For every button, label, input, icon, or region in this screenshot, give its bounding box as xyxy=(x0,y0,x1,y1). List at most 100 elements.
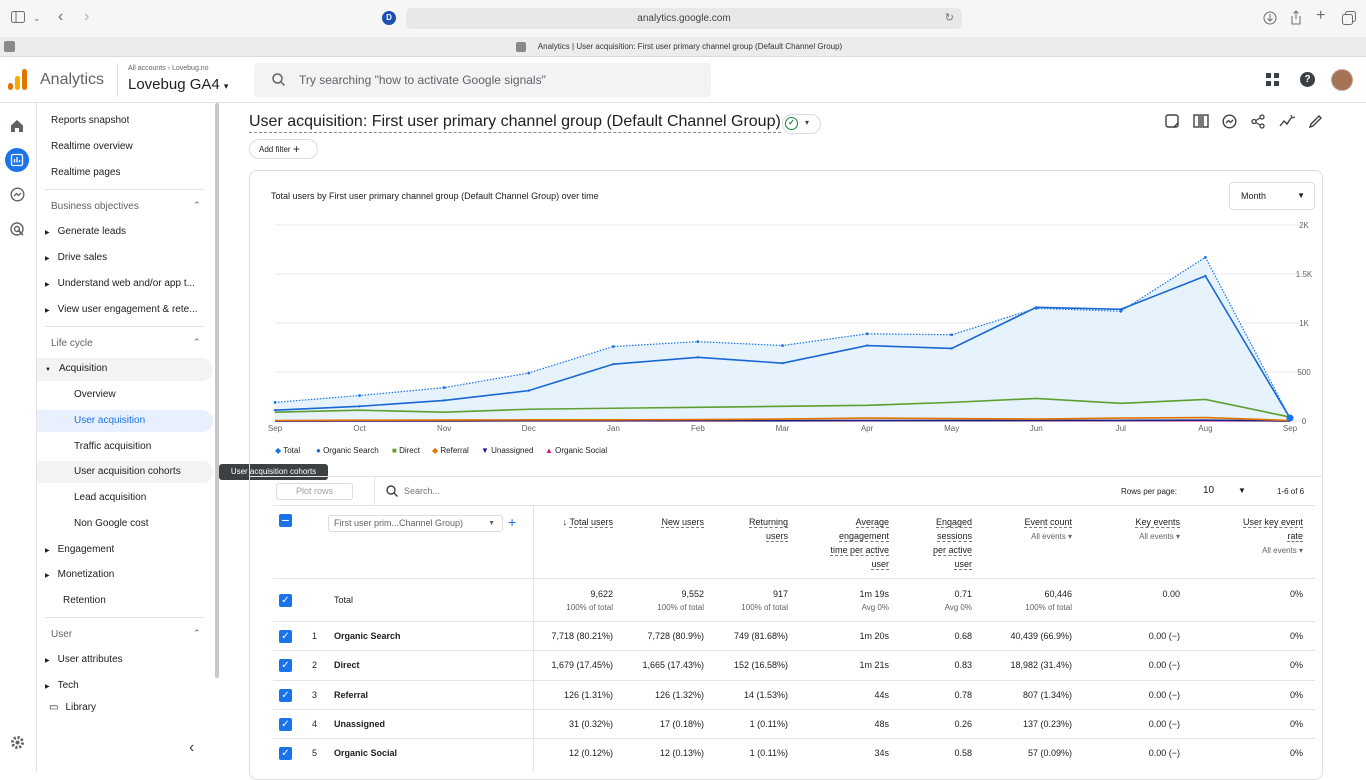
status-selector[interactable]: ✓ ▾ xyxy=(782,114,821,134)
metric-cell: 1 (0.11%) xyxy=(750,739,788,768)
rows-per-page-select[interactable]: 10▼ xyxy=(1203,485,1248,496)
nav-divider xyxy=(45,617,205,618)
select-all-checkbox[interactable]: − xyxy=(279,514,292,527)
share-icon[interactable] xyxy=(1290,10,1302,28)
help-icon[interactable]: ? xyxy=(1300,72,1315,87)
customize-icon[interactable] xyxy=(1165,114,1180,129)
channel-name[interactable]: Organic Search xyxy=(334,622,401,651)
tabs-icon[interactable] xyxy=(1342,11,1356,28)
address-bar[interactable]: analytics.google.com ↻ xyxy=(406,8,962,29)
back-icon[interactable]: ‹ xyxy=(58,10,63,24)
granularity-select[interactable]: Month▼ xyxy=(1229,182,1315,210)
trend-icon[interactable] xyxy=(1279,114,1295,129)
reports-icon[interactable] xyxy=(5,148,29,172)
edit-icon[interactable] xyxy=(1308,114,1323,129)
nav-library[interactable]: ▭Library xyxy=(49,697,96,719)
channel-name[interactable]: Direct xyxy=(334,651,360,680)
breadcrumb[interactable]: All accounts › Lovebug.no xyxy=(128,65,209,72)
nav-user-acquisition-cohorts[interactable]: User acquisition cohorts xyxy=(37,461,213,483)
total-checkbox[interactable]: ✓ xyxy=(279,594,292,607)
collapse-icon[interactable]: ‹ xyxy=(189,739,194,757)
nav-understand-web[interactable]: ▶Understand web and/or app t... xyxy=(45,273,215,296)
nav-realtime-overview[interactable]: Realtime overview xyxy=(51,136,133,158)
nav-user-engagement[interactable]: ▶View user engagement & rete... xyxy=(45,299,215,322)
explore-icon[interactable] xyxy=(10,187,25,202)
legend-item[interactable]: ■ Direct xyxy=(392,446,420,455)
compare-icon[interactable] xyxy=(1193,114,1209,129)
search-bar[interactable]: Try searching "how to activate Google si… xyxy=(254,63,711,97)
chevron-up-icon[interactable]: ⌃ xyxy=(193,200,201,211)
nav-monetization[interactable]: ▶Monetization xyxy=(45,564,114,587)
tab-title[interactable]: Analytics | User acquisition: First user… xyxy=(0,37,1366,57)
nav-lead-acquisition[interactable]: Lead acquisition xyxy=(74,487,146,509)
avatar[interactable] xyxy=(1331,69,1353,91)
nav-section-business-objectives[interactable]: Business objectives xyxy=(51,201,139,212)
forward-icon[interactable]: › xyxy=(84,10,89,24)
x-tick-label: Jun xyxy=(1030,424,1043,433)
profile-avatar[interactable]: D xyxy=(382,11,396,25)
nav-traffic-acquisition[interactable]: Traffic acquisition xyxy=(74,436,151,458)
chevron-down-icon[interactable]: ⌄ xyxy=(33,11,41,25)
legend-item[interactable]: ▲ Organic Social xyxy=(545,446,607,455)
nav-section-life-cycle[interactable]: Life cycle xyxy=(51,338,93,349)
analytics-logo-icon[interactable] xyxy=(8,69,28,91)
nav-acquisition[interactable]: ▼Acquisition xyxy=(37,358,213,381)
share-report-icon[interactable] xyxy=(1251,114,1265,129)
property-selector[interactable]: Lovebug GA4 ▾ xyxy=(128,76,228,93)
row-checkbox[interactable]: ✓ xyxy=(279,659,292,672)
nav-scrollbar[interactable] xyxy=(215,103,219,678)
nav-user-attributes[interactable]: ▶User attributes xyxy=(45,649,123,672)
legend-item[interactable]: ◆ Referral xyxy=(432,446,469,455)
channel-name[interactable]: Referral xyxy=(334,681,368,710)
metric-cell: 0.00 (−) xyxy=(1149,710,1180,739)
advertising-icon[interactable] xyxy=(10,222,25,237)
home-icon[interactable] xyxy=(10,119,24,133)
chevron-up-icon[interactable]: ⌃ xyxy=(193,628,201,639)
chevron-up-icon[interactable]: ⌃ xyxy=(193,337,201,348)
plot-rows-button[interactable]: Plot rows xyxy=(276,483,353,500)
nav-realtime-pages[interactable]: Realtime pages xyxy=(51,162,120,184)
row-checkbox[interactable]: ✓ xyxy=(279,718,292,731)
reload-icon[interactable]: ↻ xyxy=(945,8,954,29)
nav-engagement[interactable]: ▶Engagement xyxy=(45,539,114,562)
dimension-select[interactable]: First user prim...Channel Group)▼ xyxy=(328,515,503,532)
legend-marker: ▼ xyxy=(481,446,491,455)
download-icon[interactable] xyxy=(1263,11,1277,28)
insights-icon[interactable] xyxy=(1222,114,1237,129)
row-checkbox[interactable]: ✓ xyxy=(279,630,292,643)
channel-name[interactable]: Unassigned xyxy=(334,710,385,739)
metric-cell: 0.26 xyxy=(954,710,972,739)
nav-acquisition-overview[interactable]: Overview xyxy=(74,384,116,406)
sidebar-toggle-icon[interactable] xyxy=(11,11,25,26)
table-search-input[interactable] xyxy=(404,483,704,499)
nav-section-user[interactable]: User xyxy=(51,629,72,640)
apps-icon[interactable] xyxy=(1266,73,1279,86)
row-checkbox[interactable]: ✓ xyxy=(279,689,292,702)
new-tab-icon[interactable]: + xyxy=(1316,9,1325,23)
legend-item[interactable]: ▼ Unassigned xyxy=(481,446,533,455)
settings-icon[interactable] xyxy=(10,735,25,750)
nav-user-acquisition[interactable]: User acquisition xyxy=(37,410,213,432)
channel-name[interactable]: Organic Social xyxy=(334,739,397,768)
legend-item[interactable]: ● Organic Search xyxy=(316,446,379,455)
nav-tech[interactable]: ▶Tech xyxy=(45,675,79,698)
nav-non-google-cost[interactable]: Non Google cost xyxy=(74,513,149,535)
metric-cell: 807 (1.34%) xyxy=(1023,681,1072,710)
legend-item[interactable]: ◆ Total xyxy=(275,446,300,455)
add-filter-button[interactable]: Add filter + xyxy=(249,139,318,159)
nav-generate-leads[interactable]: ▶Generate leads xyxy=(45,221,215,244)
nav-retention[interactable]: Retention xyxy=(63,590,106,612)
nav-reports-snapshot[interactable]: Reports snapshot xyxy=(51,110,129,132)
row-checkbox[interactable]: ✓ xyxy=(279,747,292,760)
nav-drive-sales[interactable]: ▶Drive sales xyxy=(45,247,215,270)
